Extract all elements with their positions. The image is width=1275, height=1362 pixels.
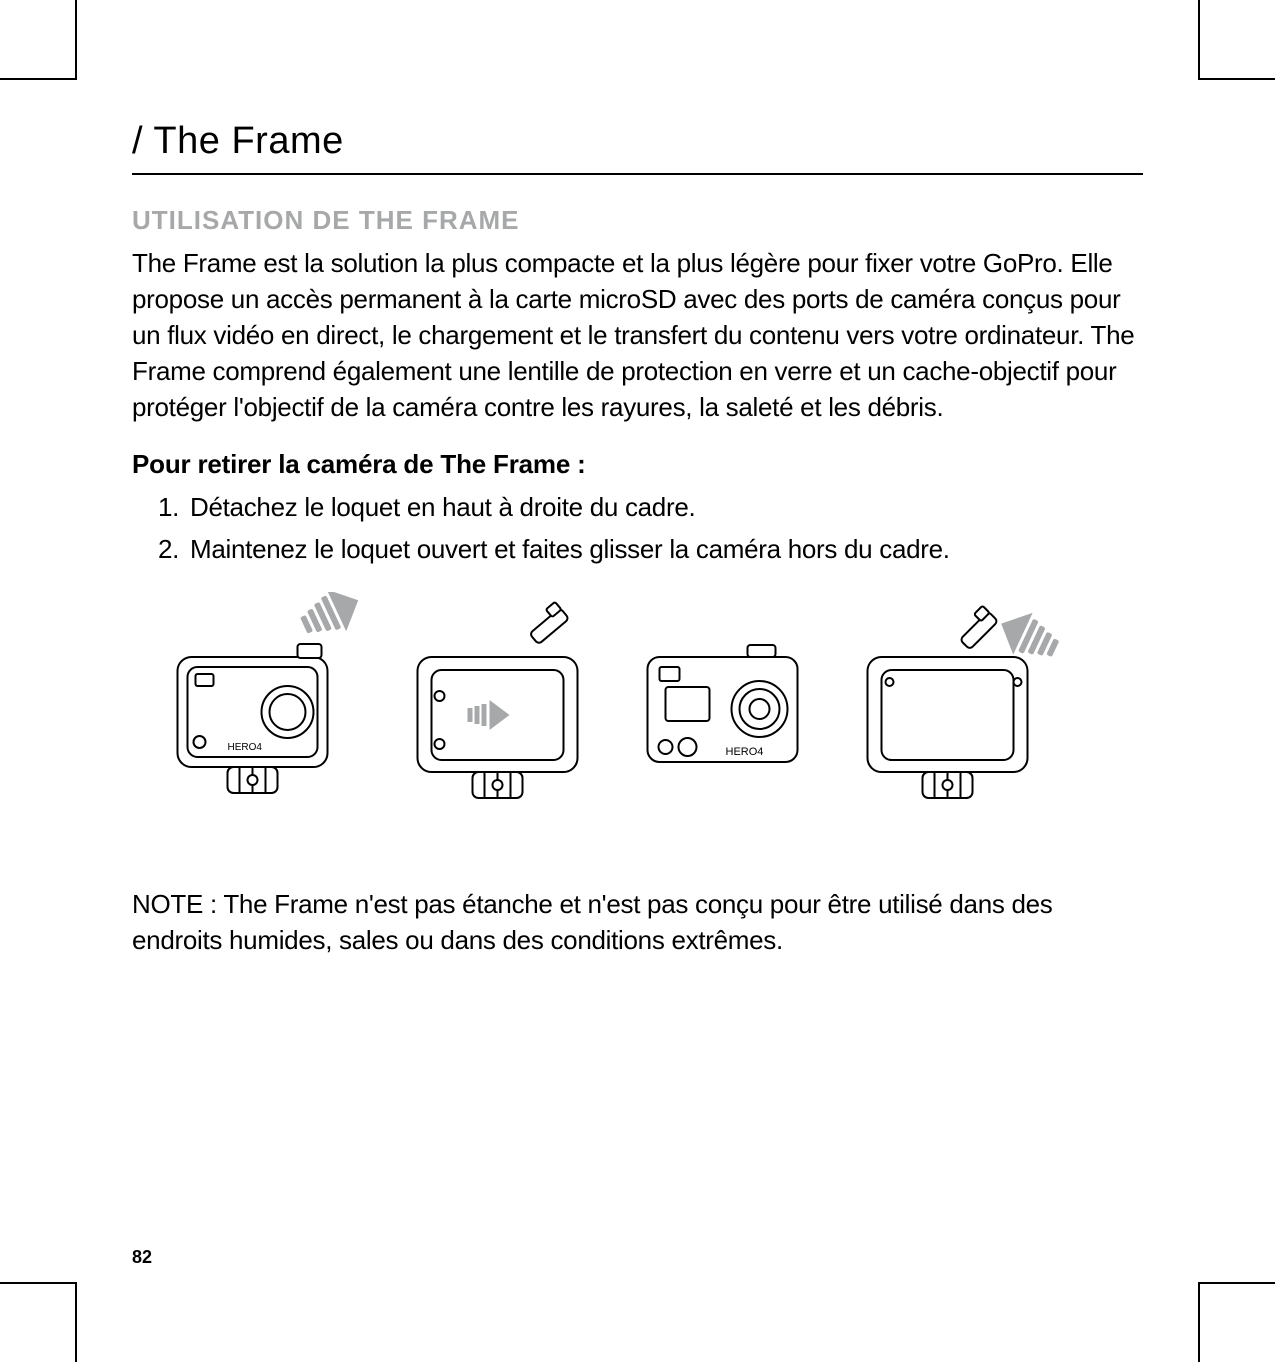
step-item: Détachez le loquet en haut à droite du c… [186, 490, 1143, 526]
crop-mark [75, 0, 77, 80]
page-number: 82 [132, 1247, 152, 1268]
crop-mark [1198, 78, 1275, 80]
note-text: NOTE : The Frame n'est pas étanche et n'… [132, 887, 1143, 959]
page-content: / The Frame UTILISATION DE THE FRAME The… [77, 80, 1198, 1282]
section-heading: UTILISATION DE THE FRAME [132, 205, 1143, 236]
body-paragraph: The Frame est la solution la plus compac… [132, 246, 1143, 425]
camera-label: HERO4 [726, 746, 764, 758]
crop-mark [0, 78, 77, 80]
page-title: / The Frame [132, 120, 1143, 175]
steps-list: Détachez le loquet en haut à droite du c… [132, 490, 1143, 568]
crop-mark [1198, 0, 1200, 80]
crop-mark [75, 1282, 77, 1362]
crop-mark [0, 1282, 77, 1284]
crop-mark [1198, 1282, 1275, 1284]
frame-illustration: HERO4 [132, 592, 1143, 852]
steps-heading: Pour retirer la caméra de The Frame : [132, 449, 1143, 480]
camera-label: HERO4 [228, 742, 263, 753]
step-item: Maintenez le loquet ouvert et faites gli… [186, 532, 1143, 568]
crop-mark [1198, 1282, 1200, 1362]
